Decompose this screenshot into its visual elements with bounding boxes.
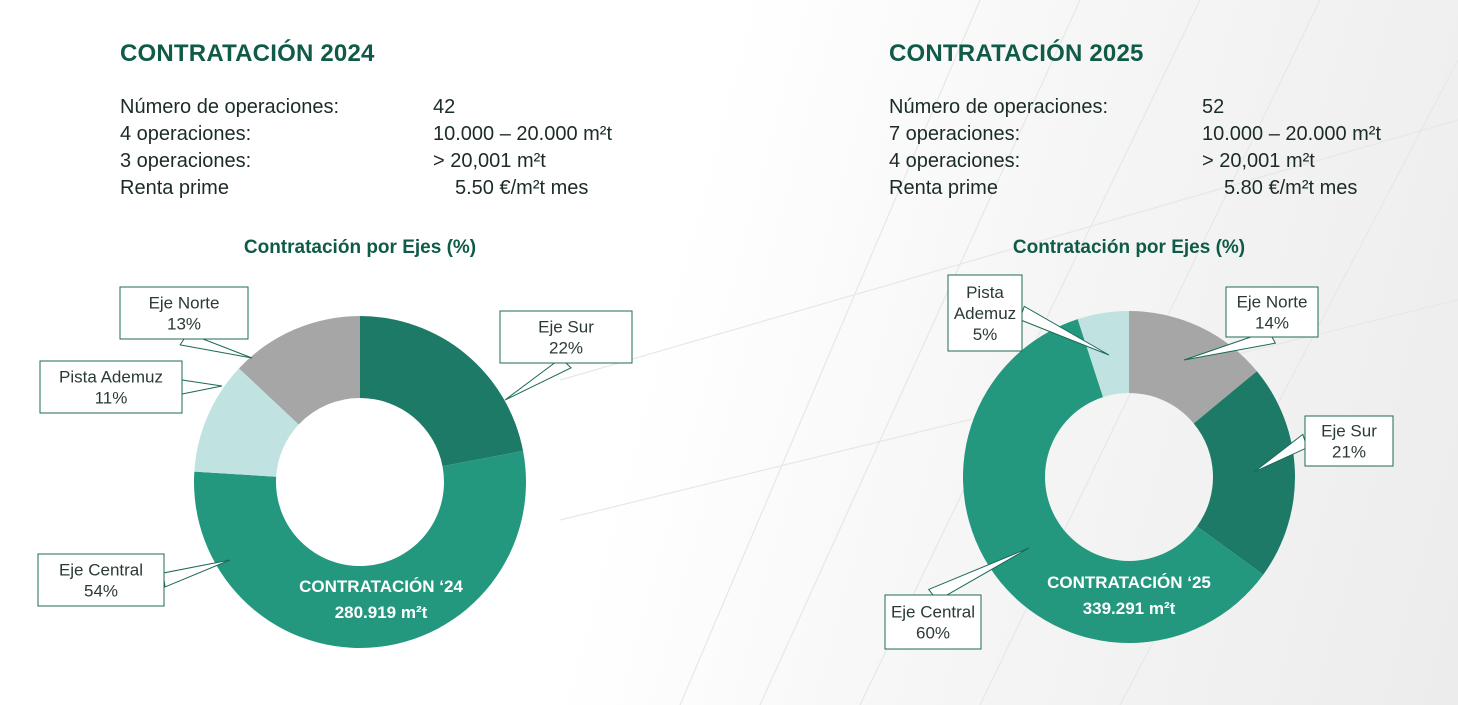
slice-eje-central <box>962 319 1264 643</box>
stat-value: 10.000 – 20.000 m²t <box>433 123 613 145</box>
data-label: 21% <box>1332 443 1366 462</box>
stat-label: 3 operaciones: <box>120 150 252 172</box>
slice-eje-norte <box>238 316 360 425</box>
callout-eje-sur: Eje Sur 22% <box>499 310 633 401</box>
callout-leader <box>504 357 572 401</box>
callout-pista-ademuz: Pista Ademuz 11% <box>39 360 223 414</box>
data-label: 14% <box>1255 314 1289 333</box>
total-title: CONTRATACIÓN ‘25 <box>1047 573 1211 592</box>
slices <box>194 316 527 648</box>
callout-box <box>39 360 183 414</box>
callout-eje-norte: Eje Norte 13% <box>119 286 253 359</box>
slice-eje-norte <box>1129 311 1257 424</box>
panel-title: CONTRATACIÓN 2025 <box>889 40 1144 67</box>
callout-leader <box>162 559 231 588</box>
panel-2024: CONTRATACIÓN 2024 Número de operaciones:… <box>37 40 633 648</box>
data-label: Eje Norte <box>1237 293 1308 312</box>
stat-value: 10.000 – 20.000 m²t <box>1202 123 1382 145</box>
chart-subtitle: Contratación por Ejes (%) <box>1012 237 1246 258</box>
stat-label: 4 operaciones: <box>889 150 1021 172</box>
data-label: 5% <box>973 325 998 344</box>
stat-value: 5.50 €/m²t mes <box>455 177 589 199</box>
callouts: Eje Sur 22% Eje Central 54% Pista Ademuz 11% E… <box>37 286 633 607</box>
panel-title: CONTRATACIÓN 2024 <box>120 40 375 67</box>
callout-box <box>1225 286 1319 338</box>
total-title: CONTRATACIÓN ‘24 <box>299 577 463 596</box>
slice-eje-sur <box>360 316 524 467</box>
callout-box <box>37 553 165 607</box>
center-label: CONTRATACIÓN ‘24 280.919 m²t <box>299 577 463 622</box>
data-label: Eje Sur <box>538 318 594 337</box>
callouts: Eje Norte 14% Eje Sur 21% Eje Central 60% Pist… <box>884 274 1394 650</box>
callout-pista-ademuz: Pista Ademuz 5% <box>947 274 1110 356</box>
data-label: 22% <box>549 339 583 358</box>
slice-eje-sur <box>1193 371 1295 575</box>
data-label: Eje Norte <box>149 294 220 313</box>
callout-box <box>1304 415 1394 467</box>
total-value: 339.291 m²t <box>1083 599 1176 618</box>
callout-eje-norte: Eje Norte 14% <box>1183 286 1319 361</box>
stat-value: > 20,001 m²t <box>433 150 546 172</box>
center-label: CONTRATACIÓN ‘25 339.291 m²t <box>1047 573 1211 618</box>
data-label: Eje Sur <box>1321 422 1377 441</box>
callout-leader <box>181 379 223 395</box>
data-label: 11% <box>95 389 128 408</box>
data-label: Eje Central <box>59 561 143 580</box>
data-label: 60% <box>916 624 950 643</box>
slices <box>962 311 1295 643</box>
panel-2025: CONTRATACIÓN 2025 Número de operaciones:… <box>729 0 1458 705</box>
donut-chart-2024: Eje Sur 22% Eje Central 54% Pista Ademuz 11% E… <box>37 286 633 648</box>
callout-box <box>499 310 633 364</box>
stat-label: Renta prime <box>889 177 998 199</box>
chart-subtitle: Contratación por Ejes (%) <box>243 237 477 258</box>
stat-value: 52 <box>1202 96 1225 118</box>
stat-value: 42 <box>433 96 456 118</box>
callout-box <box>119 286 249 340</box>
callout-eje-central: Eje Central 60% <box>884 547 1030 650</box>
stat-value: 5.80 €/m²t mes <box>1224 177 1358 199</box>
data-label: 13% <box>167 315 201 334</box>
callout-eje-central: Eje Central 54% <box>37 553 231 607</box>
slice-pista-ademuz <box>1077 311 1129 398</box>
callout-box <box>884 594 982 650</box>
data-label: Pista <box>966 283 1004 302</box>
total-value: 280.919 m²t <box>335 603 428 622</box>
data-label: 54% <box>84 582 118 601</box>
callout-box <box>947 274 1023 352</box>
data-label: Pista Ademuz <box>59 368 163 387</box>
stat-label: 7 operaciones: <box>889 123 1021 145</box>
stat-label: Número de operaciones: <box>120 96 340 118</box>
slice-eje-central <box>194 450 527 648</box>
stat-label: Número de operaciones: <box>889 96 1109 118</box>
stat-label: 4 operaciones: <box>120 123 252 145</box>
data-label: Ademuz <box>954 304 1016 323</box>
stat-value: > 20,001 m²t <box>1202 150 1315 172</box>
stat-label: Renta prime <box>120 177 229 199</box>
slice-pista-ademuz <box>194 368 299 477</box>
data-label: Eje Central <box>891 603 975 622</box>
donut-chart-2025: Eje Norte 14% Eje Sur 21% Eje Central 60% Pist… <box>884 274 1394 650</box>
callout-eje-sur: Eje Sur 21% <box>1253 415 1394 473</box>
